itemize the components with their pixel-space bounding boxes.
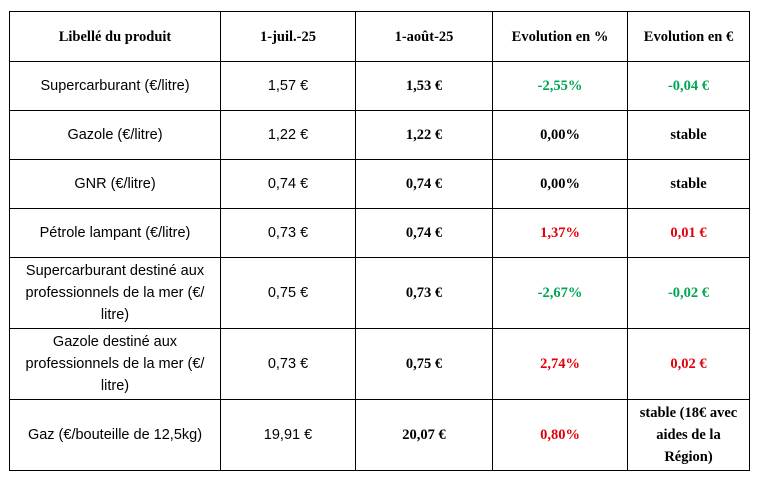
price-july: 0,75 € [220, 257, 356, 329]
evolution-euro: -0,02 € [627, 257, 750, 329]
header-evolution-euro: Evolution en € [627, 11, 750, 62]
price-july: 0,74 € [220, 159, 356, 209]
table-row: Supercarburant destiné aux professionnel… [9, 257, 750, 329]
header-row: Libellé du produit 1-juil.-25 1-août-25 … [9, 11, 750, 62]
product-label: Pétrole lampant (€/litre) [9, 208, 221, 258]
product-label: GNR (€/litre) [9, 159, 221, 209]
price-august: 1,22 € [355, 110, 493, 160]
evolution-percent: 0,80% [492, 399, 628, 471]
price-august: 0,73 € [355, 257, 493, 329]
fuel-price-table: Libellé du produit 1-juil.-25 1-août-25 … [9, 11, 750, 471]
evolution-percent: 0,00% [492, 159, 628, 209]
evolution-euro: 0,02 € [627, 328, 750, 400]
price-july: 1,57 € [220, 61, 356, 111]
evolution-percent: -2,67% [492, 257, 628, 329]
evolution-percent: 0,00% [492, 110, 628, 160]
price-august: 1,53 € [355, 61, 493, 111]
table-row: Gazole destiné aux professionnels de la … [9, 328, 750, 400]
product-label: Gazole destiné aux professionnels de la … [9, 328, 221, 400]
price-august: 0,75 € [355, 328, 493, 400]
product-label: Supercarburant (€/litre) [9, 61, 221, 111]
table-row: Gaz (€/bouteille de 12,5kg) 19,91 € 20,0… [9, 399, 750, 471]
table-row: Gazole (€/litre) 1,22 € 1,22 € 0,00% sta… [9, 110, 750, 160]
header-evolution-percent: Evolution en % [492, 11, 628, 62]
evolution-euro: 0,01 € [627, 208, 750, 258]
evolution-euro: stable [627, 159, 750, 209]
table-row: GNR (€/litre) 0,74 € 0,74 € 0,00% stable [9, 159, 750, 209]
product-label: Gazole (€/litre) [9, 110, 221, 160]
evolution-euro: -0,04 € [627, 61, 750, 111]
evolution-percent: 1,37% [492, 208, 628, 258]
header-august: 1-août-25 [355, 11, 493, 62]
evolution-percent: -2,55% [492, 61, 628, 111]
price-july: 19,91 € [220, 399, 356, 471]
header-july: 1-juil.-25 [220, 11, 356, 62]
price-august: 0,74 € [355, 208, 493, 258]
price-july: 1,22 € [220, 110, 356, 160]
table-row: Pétrole lampant (€/litre) 0,73 € 0,74 € … [9, 208, 750, 258]
price-august: 20,07 € [355, 399, 493, 471]
evolution-euro: stable [627, 110, 750, 160]
evolution-percent: 2,74% [492, 328, 628, 400]
evolution-euro: stable (18€ avec aides de la Région) [627, 399, 750, 471]
product-label: Supercarburant destiné aux professionnel… [9, 257, 221, 329]
product-label: Gaz (€/bouteille de 12,5kg) [9, 399, 221, 471]
price-july: 0,73 € [220, 208, 356, 258]
table-row: Supercarburant (€/litre) 1,57 € 1,53 € -… [9, 61, 750, 111]
price-august: 0,74 € [355, 159, 493, 209]
price-july: 0,73 € [220, 328, 356, 400]
header-product: Libellé du produit [9, 11, 221, 62]
